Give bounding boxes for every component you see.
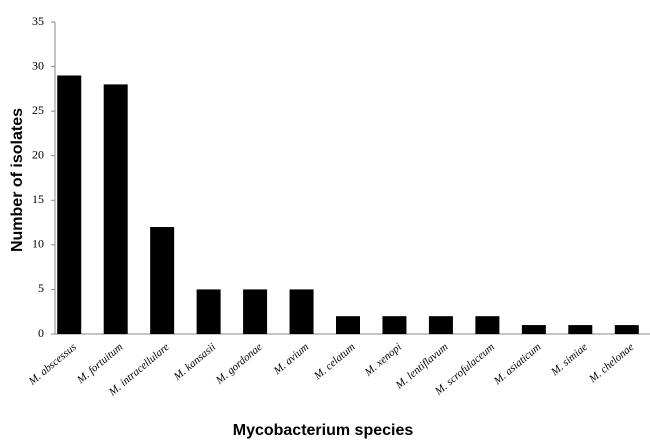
x-axis-title: Mycobacterium species — [233, 422, 414, 439]
bar — [428, 316, 453, 334]
bar — [57, 75, 82, 334]
bar — [103, 84, 128, 335]
bar — [475, 316, 500, 334]
y-tick-label: 0 — [38, 326, 44, 340]
bar — [336, 316, 360, 334]
bar — [568, 325, 593, 334]
y-tick-label: 10 — [32, 237, 44, 251]
bar — [150, 227, 175, 334]
y-tick-label: 25 — [32, 103, 44, 117]
bar — [382, 316, 407, 334]
x-tick-label: M. abscessus — [26, 341, 79, 388]
y-tick-label: 5 — [38, 281, 44, 295]
x-tick-label: M. celatum — [311, 341, 357, 383]
bar — [614, 325, 639, 334]
bar — [289, 289, 314, 334]
y-tick-label: 30 — [32, 58, 44, 72]
y-tick-label: 35 — [32, 14, 44, 28]
y-tick-label: 20 — [32, 147, 44, 161]
y-axis-title: Number of isolates — [9, 108, 26, 252]
x-tick-label: M. xenopi — [362, 341, 404, 379]
x-tick-label: M. simiae — [548, 341, 590, 379]
bar — [521, 325, 546, 334]
x-tick-label: M. kansasii — [171, 341, 218, 383]
bar — [196, 289, 221, 334]
x-tick-label: M. avium — [271, 341, 311, 378]
x-tick-label: M. gordonae — [213, 341, 265, 387]
y-tick-label: 15 — [32, 192, 44, 206]
x-tick-label: M. asiaticum — [491, 341, 544, 388]
bar — [243, 289, 268, 334]
x-tick-label: M. chelonae — [586, 341, 636, 386]
